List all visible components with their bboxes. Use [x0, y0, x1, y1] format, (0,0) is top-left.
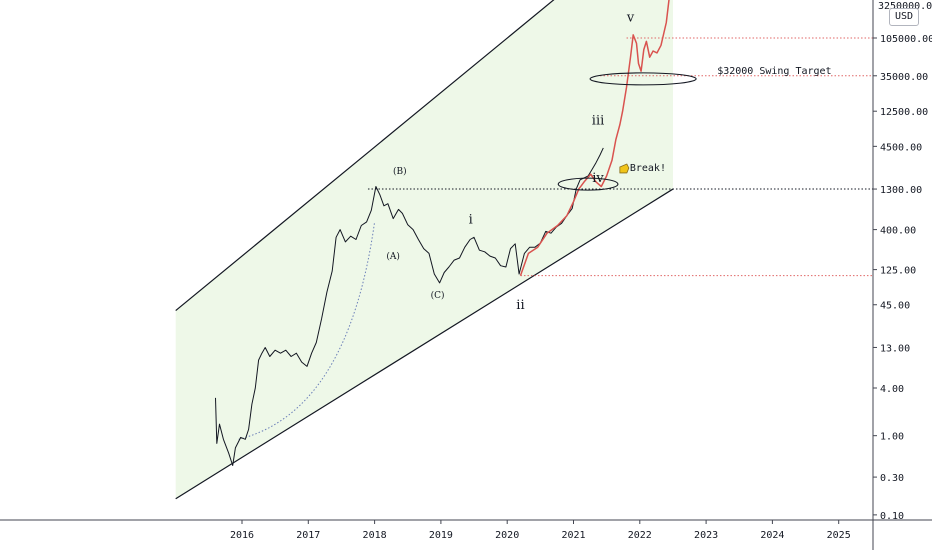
guide-lines [238, 37, 873, 440]
x-tick-label: 2024 [760, 530, 784, 541]
y-tick-label: 35000.00 [880, 72, 928, 83]
ellipse-layer [557, 72, 697, 191]
y-tick-label: 1300.00 [880, 185, 922, 196]
y-tick-label: 0.30 [880, 473, 904, 484]
break-annotation: Break! [619, 163, 666, 174]
break-label: Break! [630, 163, 666, 174]
y-tick-label: 1.00 [880, 432, 904, 443]
y-tick-label: 4500.00 [880, 142, 922, 153]
series-layer [215, 0, 670, 466]
x-tick-label: 2022 [628, 530, 652, 541]
y-tick-label: 12500.00 [880, 107, 928, 118]
target-ellipse [589, 72, 697, 86]
x-tick-label: 2023 [694, 530, 718, 541]
swing-target-label: $32000 Swing Target [717, 66, 831, 77]
x-tick-label: 2016 [230, 530, 254, 541]
pointing-hand-icon [619, 163, 630, 174]
y-tick-label: 0.10 [880, 511, 904, 522]
wave-label: ii [516, 298, 524, 313]
wave-label: v [626, 10, 635, 25]
wave-label: iii [592, 113, 604, 128]
x-tick-label: 2017 [296, 530, 320, 541]
x-tick-label: 2021 [561, 530, 585, 541]
y-tick-label: 45.00 [880, 301, 910, 312]
x-tick-label: 2018 [363, 530, 387, 541]
wave-label: i [469, 212, 473, 227]
y-tick-label: 4.00 [880, 384, 904, 395]
target-ellipse [557, 177, 619, 191]
y-tick-label: 13.00 [880, 343, 910, 354]
y-ticks: 105000.00 35000.00 12500.00 4500.00 1300.00 4… [873, 34, 932, 522]
x-tick-label: 2020 [495, 530, 519, 541]
y-tick-label: 400.00 [880, 226, 916, 237]
trend-curve [238, 221, 376, 440]
channel-upper-line [175, 0, 555, 312]
channel-lower-line [175, 188, 674, 500]
y-tick-label: 105000.00 [880, 34, 932, 45]
x-tick-label: 2025 [827, 530, 851, 541]
x-ticks: 2016 2017 2018 2019 2020 2021 2022 2023 2024 2025 [230, 520, 851, 541]
x-tick-label: 2019 [429, 530, 453, 541]
y-tick-label: 125.00 [880, 266, 916, 277]
y-top-label: 3250000.00 [878, 1, 932, 12]
wave-label: (B) [393, 166, 407, 177]
currency-badge[interactable]: USD [889, 8, 919, 26]
wave-label: iv [592, 171, 604, 186]
wave-label: (C) [431, 290, 445, 301]
wave-label: (A) [386, 251, 400, 262]
projection-line [519, 0, 670, 276]
